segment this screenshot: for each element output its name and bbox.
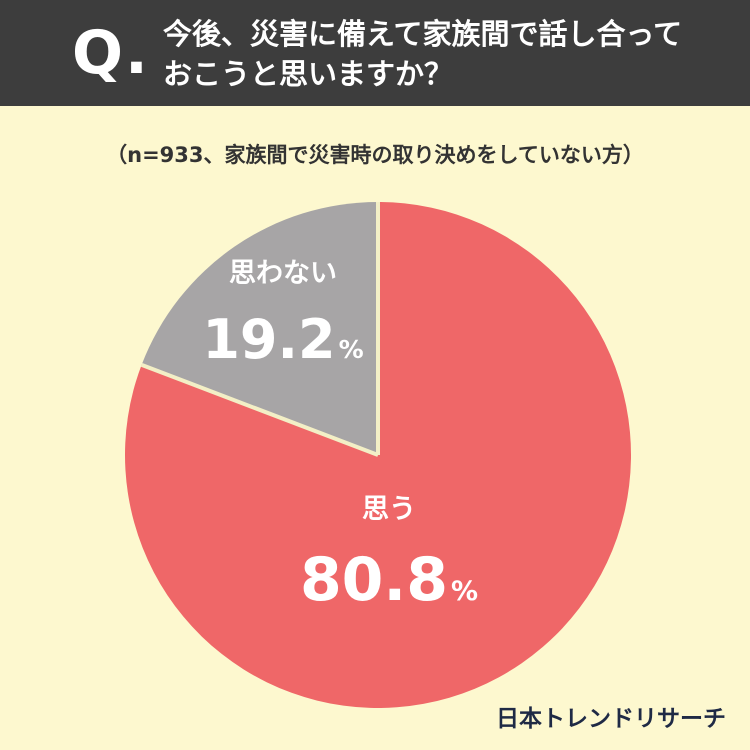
pie-slice-2	[141, 202, 378, 455]
slice-separator	[140, 362, 379, 457]
slice-value-1: 80.8%	[300, 545, 478, 615]
sample-note: （n=933、家族間で災害時の取り決めをしていない方）	[106, 143, 644, 167]
brand-logo: 日本トレンドリサーチ	[496, 706, 726, 732]
slice-value-2: 19.2%	[202, 308, 363, 371]
question-header: Q. 今後、災害に備えて家族間で話し合って おこうと思いますか？	[0, 0, 750, 106]
slice-label-2: 思わない	[229, 258, 337, 289]
q-mark: Q.	[72, 18, 150, 88]
slice-label-1: 思う	[362, 494, 416, 525]
question-text: 今後、災害に備えて家族間で話し合って おこうと思いますか？	[163, 17, 683, 91]
